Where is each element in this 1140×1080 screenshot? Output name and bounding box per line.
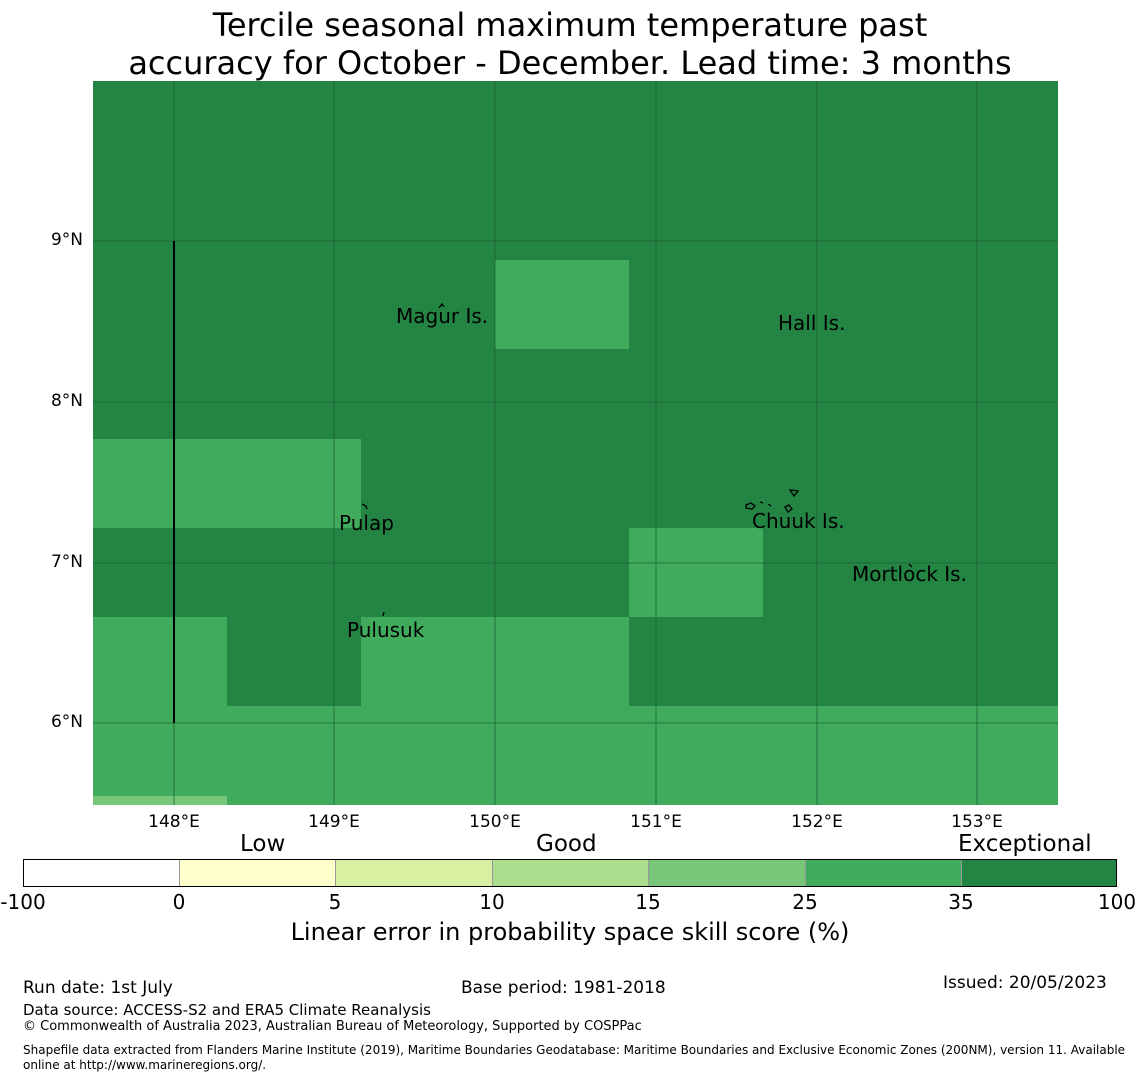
place-label-hall: Hall Is. [778, 311, 846, 335]
data-source: Data source: ACCESS-S2 and ERA5 Climate … [23, 1001, 431, 1019]
place-label-mortlock: Mortlock Is. [852, 562, 967, 586]
map-cell [93, 617, 227, 805]
island-mortlock [908, 563, 913, 568]
colorbar-svg [23, 859, 1117, 887]
map-area[interactable] [93, 81, 1058, 805]
issued-date: Issued: 20/05/2023 [943, 973, 1107, 993]
colorbar-segment [805, 859, 962, 887]
place-label-pulusuk: Pulusuk [347, 618, 425, 642]
colorbar-tick: 100 [1097, 890, 1137, 914]
lon-label: 151°E [630, 812, 682, 832]
map-cell [495, 260, 629, 349]
colorbar-tick: 25 [792, 890, 818, 914]
map-cell [93, 439, 361, 528]
map-cell [227, 706, 1058, 805]
shapefile-credit-line-2: online at http://www.marineregions.org/. [23, 1058, 267, 1072]
title-line-2: accuracy for October - December. Lead ti… [128, 44, 1012, 82]
island-chuuk [745, 489, 800, 513]
gridlines [93, 81, 1058, 805]
colorbar-segment [492, 859, 649, 887]
run-date: Run date: 1st July [23, 978, 173, 998]
lat-label: 9°N [50, 230, 83, 250]
colorbar-tick: 35 [948, 890, 974, 914]
lon-label: 152°E [791, 812, 843, 832]
lon-label: 150°E [469, 812, 521, 832]
lon-label: 149°E [308, 812, 360, 832]
base-period: Base period: 1981-2018 [461, 978, 666, 998]
map-svg [93, 81, 1058, 805]
colorbar-tick: -100 [0, 890, 46, 914]
place-label-chuuk: Chuuk Is. [752, 509, 845, 533]
colorbar-segment [648, 859, 806, 887]
title-line-1: Tercile seasonal maximum temperature pas… [212, 6, 928, 44]
colorbar-segment [23, 859, 180, 887]
colorbar-tick: 5 [328, 890, 342, 914]
map-cell [629, 528, 763, 617]
legend-category-exceptional: Exceptional [958, 831, 1092, 857]
lon-label: 148°E [148, 812, 200, 832]
place-label-magur: Magur Is. [396, 304, 489, 328]
legend-category-low: Low [240, 831, 286, 857]
colorbar-segment [961, 859, 1117, 887]
colorbar-tick: 0 [172, 890, 186, 914]
chart-title: Tercile seasonal maximum temperature pas… [0, 6, 1140, 82]
colorbar-border [23, 859, 1117, 887]
lat-label: 6°N [50, 712, 83, 732]
lon-label: 153°E [951, 812, 1003, 832]
shapefile-credit-line-1: Shapefile data extracted from Flanders M… [23, 1043, 1126, 1057]
legend-category-good: Good [536, 831, 597, 857]
colorbar [23, 859, 1117, 887]
island-pulusuk [382, 611, 385, 617]
copyright: © Commonwealth of Australia 2023, Austra… [23, 1019, 642, 1034]
island-pulap [361, 503, 368, 510]
colorbar-tick: 10 [479, 890, 505, 914]
lat-label: 8°N [50, 391, 83, 411]
place-label-pulap: Pulap [339, 511, 394, 535]
island-outlines [361, 302, 913, 617]
colorbar-label: Linear error in probability space skill … [290, 918, 850, 946]
colorbar-segment [179, 859, 336, 887]
lat-label: 7°N [50, 552, 83, 572]
island-magur [438, 302, 445, 309]
colorbar-tick: 15 [635, 890, 661, 914]
map-cell [93, 796, 227, 805]
colorbar-segment [335, 859, 493, 887]
